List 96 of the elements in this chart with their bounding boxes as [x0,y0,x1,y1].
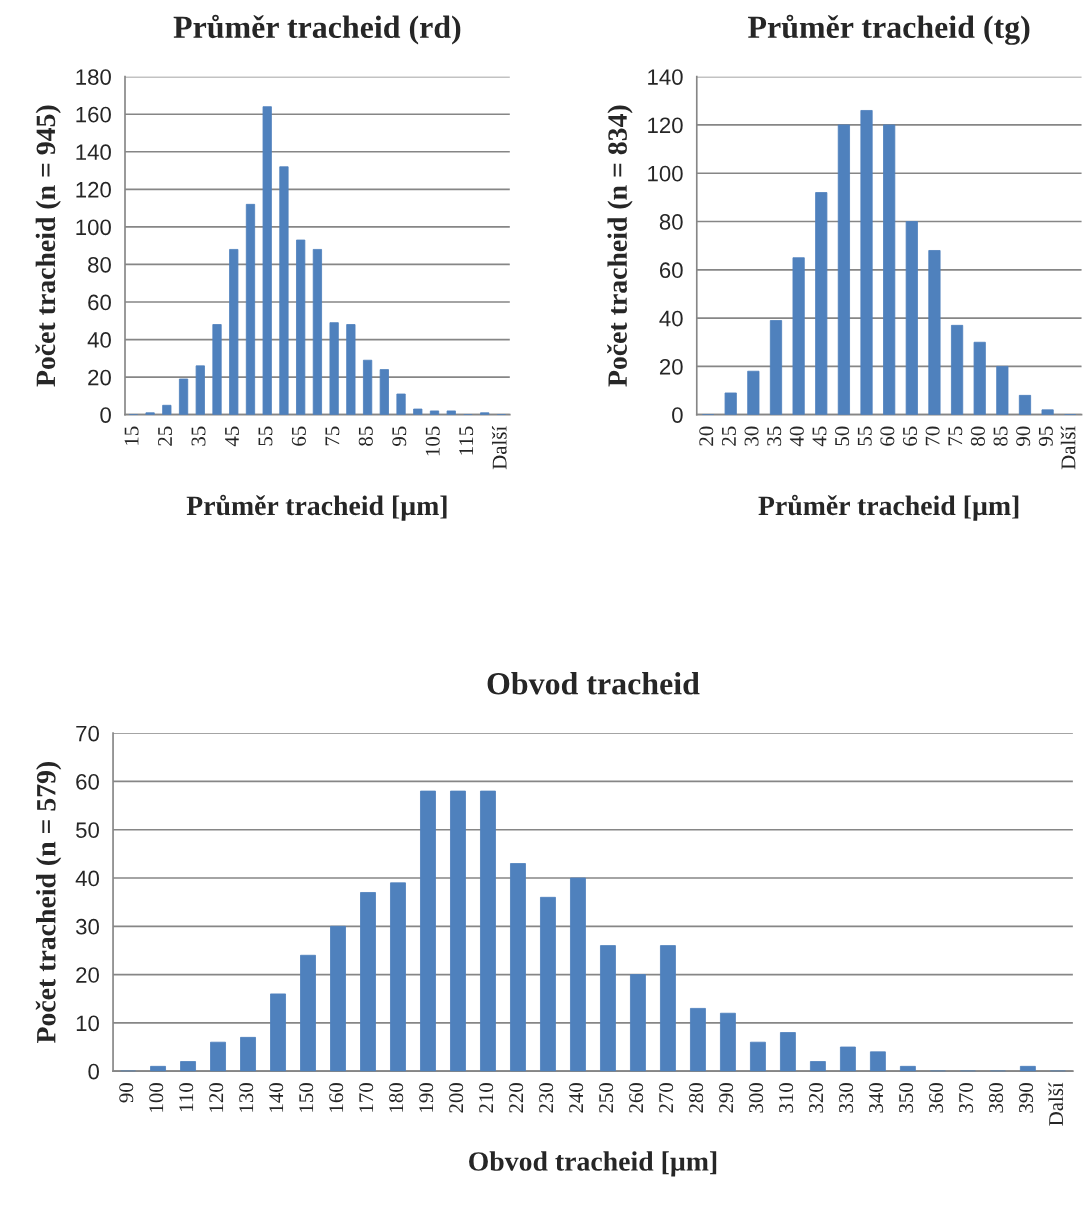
chart-title: Průměr tracheid (tg) [748,14,1030,45]
x-tick-label: 55 [258,426,273,446]
x-tick-label: Další [1060,426,1076,470]
x-tick-label: 240 [569,1083,584,1113]
x-tick-label: 80 [970,426,985,446]
x-tick-label: 85 [358,426,373,446]
x-tick-label: 85 [993,426,1008,446]
x-tick-label: 360 [929,1083,944,1113]
x-tick-label: 330 [839,1083,854,1113]
y-tick-label: 140 [76,144,111,161]
y-tick-label: 20 [88,369,111,386]
y-tick-label: 60 [76,773,99,790]
y-tick-label: 160 [76,106,111,123]
y-axis-title: Počet tracheid (n = 945) [35,105,61,387]
x-tick-label: 45 [812,426,827,447]
y-tick-label: 70 [76,725,99,742]
x-axis-title: Průměr tracheid [µm] [186,494,447,521]
x-tick-label: 65 [291,426,306,446]
y-tick-label: 10 [76,1015,99,1032]
y-tick-label: 40 [75,870,99,887]
x-tick-label: 320 [809,1083,824,1113]
y-tick-label: 80 [88,256,111,273]
x-tick-label: Další [491,426,507,470]
x-tick-label: 130 [239,1083,254,1112]
y-tick-label: 50 [76,822,99,838]
x-tick-label: 160 [329,1083,344,1112]
x-tick-label: 210 [479,1083,494,1113]
x-tick-label: 270 [659,1083,674,1113]
y-tick-label: 120 [76,181,111,198]
x-tick-label: Další [1048,1082,1064,1126]
chart-title: Průměr tracheid (rd) [173,14,461,45]
x-tick-label: 20 [699,426,714,446]
x-tick-label: 380 [989,1083,1004,1113]
x-tick-label: 70 [925,426,940,446]
x-tick-label: 115 [459,426,474,455]
y-axis-title: Počet tracheid (n = 834) [607,105,633,387]
y-tick-label: 100 [76,219,111,236]
y-tick-label: 80 [659,214,683,230]
x-axis-title: Obvod tracheid [µm] [469,1151,717,1177]
y-tick-label: 30 [75,918,99,935]
x-tick-label: 75 [948,426,963,446]
x-tick-label: 95 [1038,426,1053,446]
chart-title: Obvod tracheid [487,672,700,695]
x-tick-label: 60 [880,426,895,446]
y-tick-label: 40 [659,310,683,327]
x-tick-label: 15 [124,426,139,445]
x-tick-label: 120 [209,1083,224,1112]
x-tick-label: 100 [149,1083,164,1112]
x-axis-title: Průměr tracheid [µm] [758,494,1019,521]
y-tick-label: 140 [648,69,683,85]
x-tick-label: 150 [299,1083,314,1112]
x-tick-label: 200 [449,1083,464,1113]
x-tick-label: 280 [689,1083,704,1113]
x-tick-label: 25 [158,426,173,446]
y-tick-label: 0 [88,1063,99,1080]
x-tick-label: 250 [599,1083,614,1113]
x-tick-label: 50 [835,426,850,446]
x-tick-label: 350 [899,1083,914,1113]
x-tick-label: 140 [269,1083,284,1112]
y-tick-label: 60 [88,294,111,311]
x-tick-label: 230 [539,1083,554,1113]
y-tick-label: 0 [672,407,683,423]
x-tick-label: 90 [1016,426,1031,446]
x-tick-label: 390 [1019,1083,1034,1113]
x-tick-label: 340 [869,1083,884,1113]
x-tick-label: 220 [509,1083,524,1113]
x-tick-label: 300 [749,1083,764,1113]
y-tick-label: 20 [659,358,683,375]
x-tick-label: 260 [629,1083,644,1113]
x-tick-label: 75 [325,426,340,446]
y-tick-label: 0 [100,407,111,423]
x-tick-label: 110 [179,1083,194,1111]
x-tick-label: 30 [744,426,759,446]
x-tick-label: 290 [719,1083,734,1113]
x-tick-label: 90 [119,1083,134,1103]
x-tick-label: 55 [857,426,872,446]
y-axis-title: Počet tracheid (n = 579) [35,762,62,1044]
y-tick-label: 40 [87,332,111,348]
y-tick-label: 60 [659,262,683,279]
x-tick-label: 190 [419,1083,434,1112]
x-tick-label: 95 [392,426,407,446]
x-tick-label: 35 [191,426,206,446]
x-tick-label: 45 [225,426,239,447]
y-tick-label: 20 [76,967,99,983]
x-tick-label: 170 [359,1083,374,1112]
y-tick-label: 100 [648,165,683,182]
x-tick-label: 25 [721,426,736,446]
x-tick-label: 105 [425,426,440,456]
x-tick-label: 65 [903,426,918,446]
x-tick-label: 40 [789,426,804,447]
x-tick-label: 370 [959,1083,974,1113]
y-tick-label: 180 [76,69,111,85]
y-tick-label: 120 [648,117,683,134]
x-tick-label: 310 [779,1083,794,1113]
x-tick-label: 35 [767,426,782,446]
x-tick-label: 180 [389,1083,404,1112]
